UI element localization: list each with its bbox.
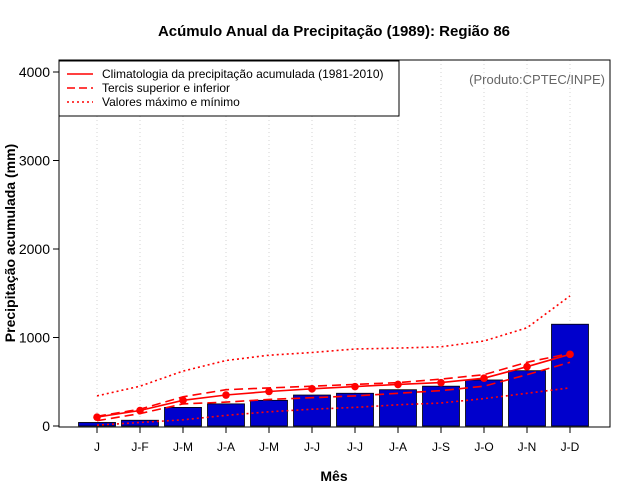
bar [121, 419, 159, 427]
x-tick-label: J-N [518, 440, 537, 454]
series-point [523, 362, 531, 371]
x-tick-label: J-A [217, 440, 235, 454]
legend-box [58, 60, 400, 117]
bar [465, 379, 503, 427]
series-point [265, 387, 273, 396]
series-line [96, 361, 571, 422]
legend-label-extremes: Valores máximo e mínimo [102, 95, 240, 109]
x-tick-label: J-F [131, 440, 148, 454]
bar [78, 422, 116, 427]
series-point [394, 380, 402, 389]
y-axis-title: Precipitação acumulada (mm) [2, 144, 18, 342]
bar [207, 403, 245, 427]
x-tick-label: J-J [304, 440, 320, 454]
legend-label-terciles: Tercis superior e inferior [102, 81, 230, 95]
series-point [222, 391, 230, 399]
x-tick-label: J-A [389, 440, 407, 454]
bar [164, 407, 202, 427]
x-tick-label: J-J [347, 440, 363, 454]
x-tick-label: J-S [432, 440, 450, 454]
series-line [96, 353, 571, 418]
y-tick-label: 3000 [19, 153, 50, 169]
x-tick-label: J-O [474, 440, 493, 454]
line-series [93, 295, 574, 426]
x-tick-label: J [94, 440, 100, 454]
legend: Climatologia da precipitação acumulada (… [58, 60, 400, 117]
x-tick-label: J-M [259, 440, 279, 454]
chart-title: Acúmulo Anual da Precipitação (1989): Re… [158, 23, 510, 40]
bar [379, 389, 417, 427]
series-point [179, 396, 187, 405]
series-point [566, 350, 574, 359]
bar [508, 370, 546, 427]
bar [336, 392, 374, 427]
x-axis-title: Mês [320, 468, 347, 484]
x-axis: J J-F J-M J-A J-M J-J J-J J-A J-S J-O J-N J-D [94, 427, 580, 454]
plot-frame [58, 59, 611, 428]
series-line [96, 352, 571, 418]
y-axis: 0 1000 2000 3000 4000 [19, 64, 59, 434]
bar [293, 394, 331, 427]
credit-text: (Produto:CPTEC/INPE) [469, 72, 605, 87]
legend-label-climatology: Climatologia da precipitação acumulada (… [102, 67, 384, 81]
series-point [437, 378, 445, 387]
y-tick-label: 1000 [19, 330, 50, 346]
bar [422, 385, 460, 427]
bar-series [78, 323, 589, 427]
y-tick-label: 2000 [19, 241, 50, 257]
x-tick-label: J-D [561, 440, 580, 454]
y-tick-label: 4000 [19, 64, 50, 80]
series-line [96, 387, 571, 426]
series-line [96, 295, 571, 397]
bar [250, 399, 288, 427]
x-tick-label: J-M [173, 440, 193, 454]
bar [551, 323, 589, 427]
y-tick-label: 0 [42, 418, 50, 434]
series-point [480, 374, 488, 383]
